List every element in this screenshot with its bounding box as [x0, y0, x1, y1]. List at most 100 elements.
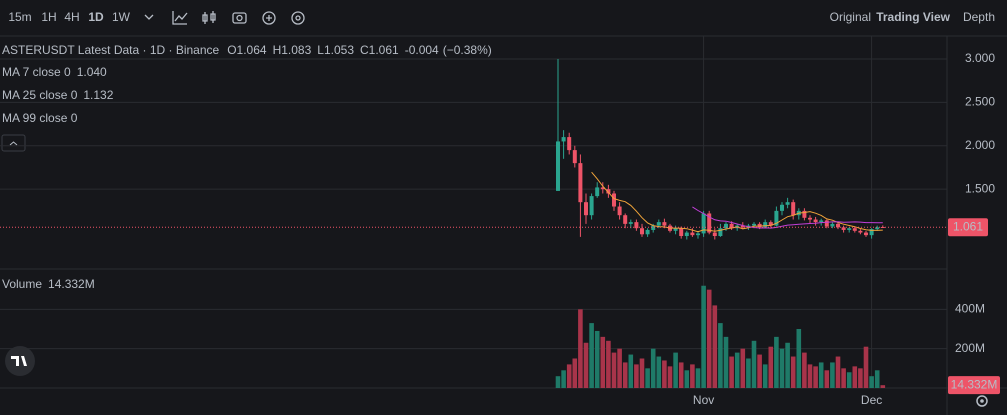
volume-bar [874, 370, 880, 388]
volume-bar [852, 366, 858, 388]
ohlc-key: L [317, 43, 324, 57]
tv-logo-mark [11, 356, 27, 366]
add-icon[interactable] [262, 11, 276, 25]
collapse-icon [9, 141, 18, 146]
interval-button[interactable]: 4H [64, 10, 79, 24]
candle-body [656, 222, 661, 226]
chart-type-icon[interactable] [202, 11, 216, 24]
volume-bar [813, 366, 818, 388]
candle-body [634, 222, 639, 229]
y-tick-label: 400M [955, 302, 985, 316]
lens [236, 14, 243, 22]
candle-body [707, 213, 712, 233]
volume-bar [880, 385, 886, 388]
ohlc-value: 1.083 [281, 43, 311, 57]
interval-button[interactable]: 15m [8, 10, 31, 24]
volume-bar [617, 348, 622, 388]
last-volume-badge [948, 376, 1000, 395]
candle-body [869, 229, 874, 236]
candle-body [679, 228, 684, 237]
volume-bar [695, 368, 701, 388]
view-tab[interactable]: Depth [963, 10, 995, 24]
toolbar-icons[interactable] [144, 11, 305, 25]
candle-body [718, 228, 723, 237]
candle-body [684, 232, 689, 237]
candle-body [623, 215, 628, 224]
screenshot-icon[interactable] [232, 12, 247, 24]
collapse-button[interactable] [1, 134, 26, 152]
candle-body [858, 230, 863, 233]
volume-bar [863, 346, 869, 388]
candle-body [701, 213, 706, 234]
volume-bar [746, 358, 751, 388]
volume-bar [718, 323, 723, 388]
volume-bar [606, 340, 611, 388]
candle-body [819, 220, 824, 223]
volume-bar [858, 368, 863, 388]
candle-body [791, 202, 796, 216]
candle-body [589, 196, 594, 216]
tv-logo[interactable] [5, 346, 35, 376]
moving-average-line [591, 171, 883, 233]
volume-bar [768, 346, 774, 388]
candle-body [864, 232, 868, 236]
y-tick-label: 2.500 [965, 95, 995, 109]
volume-value: 14.332M [48, 277, 95, 291]
ohlc-key: H [273, 43, 282, 57]
candle-body [578, 163, 583, 203]
candle-body [612, 193, 616, 207]
volume-bar [751, 340, 757, 388]
volume-bar [628, 354, 634, 388]
volume-bar [757, 354, 762, 388]
candle-body [780, 204, 784, 211]
volume-bar [662, 360, 667, 388]
volume-bar [729, 356, 734, 388]
volume-bar [846, 372, 852, 388]
dot [295, 15, 301, 21]
candle-body [802, 210, 807, 218]
volume-bar [589, 323, 594, 388]
candle-body [567, 137, 572, 151]
candle-body [662, 222, 667, 226]
view-tab[interactable]: Original [830, 10, 871, 24]
volume-bar [723, 336, 729, 388]
candle-body [628, 222, 633, 224]
candle-body [584, 202, 588, 216]
interval-button[interactable]: 1W [112, 10, 131, 24]
candle-body [813, 219, 818, 223]
volume-bar [802, 352, 807, 388]
settings-icon[interactable] [291, 11, 305, 25]
volume-bar [796, 329, 802, 388]
volume-bar [762, 364, 768, 388]
indicator-name: MA 99 close 0 [2, 111, 78, 125]
candle-body [696, 233, 700, 236]
indicator-value: 1.040 [77, 65, 107, 79]
view-tab[interactable]: Trading View [876, 10, 950, 24]
candle-body [830, 223, 835, 227]
ohlc-key: O [227, 43, 236, 57]
candle-body [740, 225, 745, 228]
candle-body [561, 137, 566, 142]
interval-button[interactable]: 1D [88, 10, 104, 24]
candle-body [852, 228, 857, 231]
indicator-icon[interactable] [172, 11, 188, 25]
settings-gear[interactable] [976, 395, 988, 407]
volume-bar [594, 330, 600, 388]
more-intervals-icon[interactable] [144, 14, 154, 20]
volume-bar [869, 376, 874, 388]
candle-body [606, 189, 611, 194]
candle-body [875, 227, 880, 230]
volume-bar [790, 356, 796, 388]
change-value: -0.004 [405, 43, 439, 57]
last-price-label: 1.061 [953, 219, 983, 233]
last-volume-label: 14.332M [951, 377, 998, 391]
candle-body [617, 206, 622, 216]
volume-bar [684, 370, 690, 388]
interval-button[interactable]: 1H [41, 10, 56, 24]
volume-bar [818, 362, 824, 388]
volume-bar [740, 348, 746, 388]
candle-body [841, 227, 846, 230]
